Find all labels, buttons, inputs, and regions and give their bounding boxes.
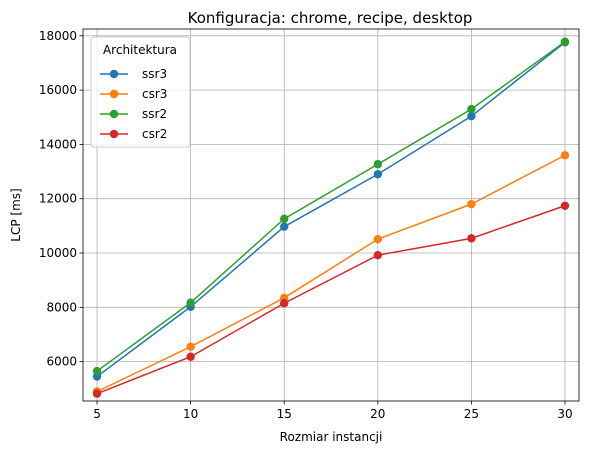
data-point-ssr2 (373, 160, 382, 169)
legend-label: csr3 (142, 87, 167, 101)
series-ssr2 (92, 37, 570, 376)
data-point-csr2 (373, 250, 382, 260)
legend: Architektura ssr3 csr3 ssr2 csr2 (90, 36, 191, 148)
data-point-ssr2 (280, 214, 289, 224)
data-point-csr2 (186, 352, 195, 361)
data-point-ssr2 (92, 366, 102, 376)
data-point-ssr2 (467, 104, 476, 114)
data-point-ssr3 (373, 170, 382, 179)
plot-frame (82, 28, 580, 402)
legend-marker (109, 129, 119, 139)
x-tick-label: 20 (370, 407, 385, 421)
series-line-ssr3 (96, 41, 566, 378)
data-point-csr3 (467, 199, 476, 209)
legend-item-csr2: csr2 (100, 127, 167, 141)
chart-title: Konfiguracja: chrome, recipe, desktop (188, 9, 473, 27)
x-axis-label: Rozmiar instancji (280, 430, 383, 444)
x-tick-label: 25 (464, 407, 479, 421)
data-point-csr2 (467, 234, 476, 243)
legend-item-ssr3: ssr3 (100, 67, 167, 81)
series-csr2 (92, 201, 570, 398)
data-point-csr3 (186, 342, 195, 351)
series-line-csr2 (96, 205, 566, 395)
data-point-ssr3 (467, 111, 476, 121)
data-point-csr2 (92, 389, 102, 398)
y-axis-label: LCP [ms] (9, 188, 23, 241)
x-tick-label: 5 (93, 407, 101, 421)
legend-marker (109, 109, 119, 119)
data-point-csr2 (280, 299, 289, 308)
legend-label: csr2 (142, 127, 167, 141)
series-csr3 (92, 151, 570, 396)
x-tick-label: 15 (277, 407, 292, 421)
series-line-ssr2 (96, 41, 566, 372)
legend-item-csr3: csr3 (100, 87, 167, 101)
series-layer (92, 37, 570, 398)
y-tick-label: 16000 (39, 83, 77, 97)
x-tick-label: 10 (183, 407, 198, 421)
axis-ticks: 5 10 15 20 25 30 6000 8000 10000 12000 14000 16000 1… (39, 29, 573, 421)
data-point-csr3 (560, 151, 570, 160)
x-tick-label: 30 (557, 407, 572, 421)
y-tick-label: 18000 (39, 29, 77, 43)
legend-marker (109, 69, 119, 79)
data-point-ssr3 (280, 222, 289, 231)
y-tick-label: 8000 (46, 300, 77, 314)
legend-label: ssr2 (142, 107, 167, 121)
legend-box (90, 36, 191, 148)
y-tick-label: 14000 (39, 137, 77, 151)
data-point-csr3 (373, 234, 382, 244)
y-tick-label: 6000 (46, 355, 77, 369)
data-point-ssr2 (560, 37, 570, 46)
legend-marker (109, 89, 119, 99)
data-point-csr2 (560, 201, 570, 210)
y-tick-label: 12000 (39, 192, 77, 206)
data-point-ssr2 (186, 298, 195, 307)
y-tick-label: 10000 (39, 246, 77, 260)
legend-label: ssr3 (142, 67, 167, 81)
series-line-csr3 (96, 154, 566, 393)
legend-title: Architektura (103, 43, 177, 57)
legend-item-ssr2: ssr2 (100, 107, 167, 121)
